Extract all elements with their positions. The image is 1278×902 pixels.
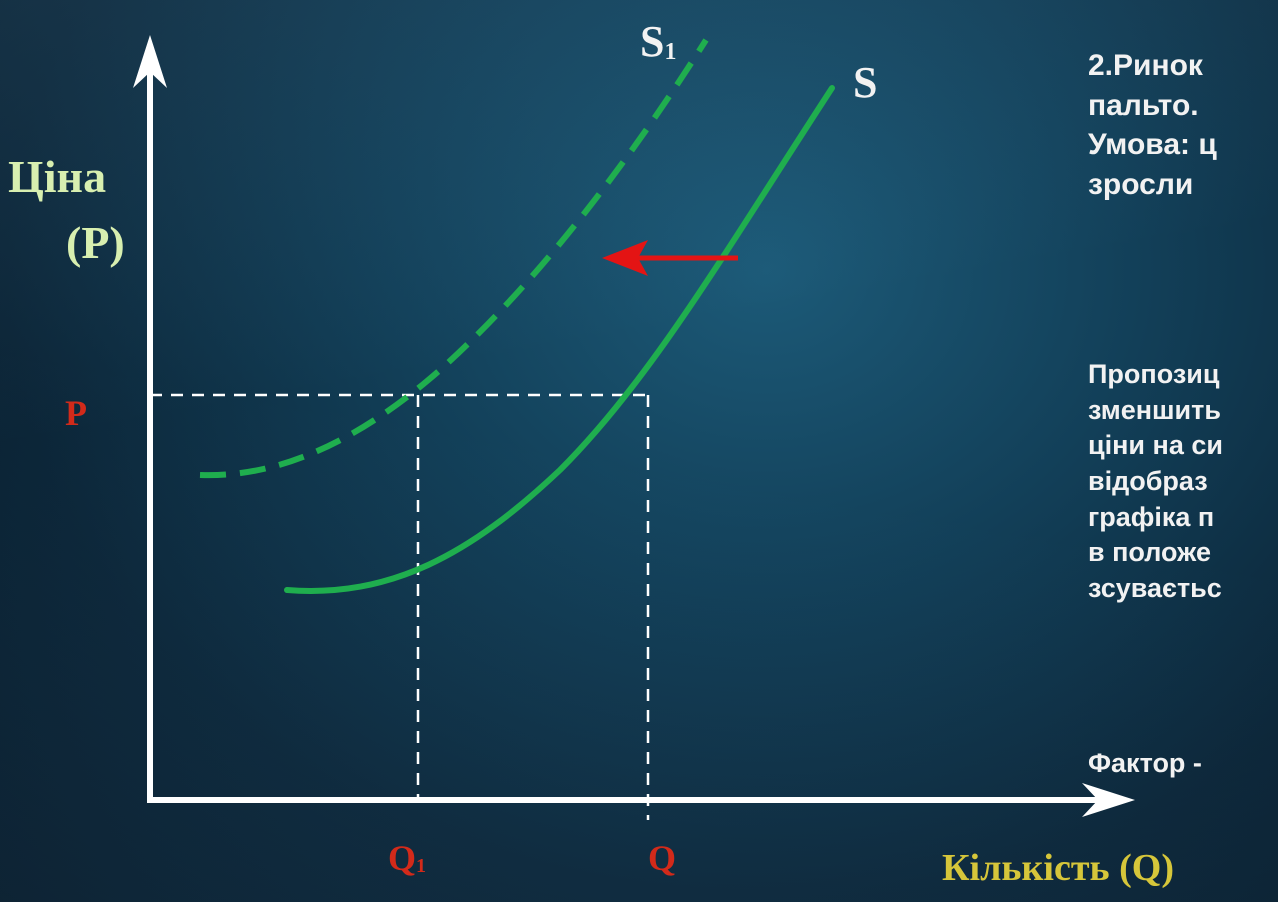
text-line: пальто. [1088, 88, 1199, 122]
text-line: відобраз [1088, 465, 1208, 496]
text-line: зросли [1088, 167, 1194, 201]
text-line: в положе [1088, 537, 1211, 568]
supply-s1-label: S1 [640, 17, 676, 66]
x-axis-label: Кількість (Q) [942, 847, 1174, 889]
supply-s1-subscript: 1 [664, 39, 676, 65]
text-line: Фактор - [1088, 748, 1202, 778]
text-line: зменшить [1088, 394, 1221, 425]
text-line: Пропозиц [1088, 359, 1220, 389]
y-axis-label-line2: (P) [66, 217, 125, 268]
y-axis-label-line1: Ціна [8, 151, 106, 202]
price-marker-label: P [65, 393, 87, 433]
text-line: Умова: ц [1088, 128, 1217, 162]
x-axis-arrow-icon [1082, 783, 1135, 817]
text-line: ціни на си [1088, 430, 1223, 461]
supply-curve-s [284, 85, 835, 594]
condition-text-block: 2.Ринок пальто. Умова: ц зросли [1088, 46, 1278, 204]
y-axis-arrow-icon [133, 35, 167, 88]
q1-marker-subscript: 1 [416, 855, 426, 877]
q-marker-label: Q [648, 838, 676, 878]
supply-s-label: S [853, 58, 877, 107]
supply-curve-s1 [199, 38, 709, 479]
q1-marker-label: Q1 [388, 838, 426, 878]
text-line: графіка п [1088, 501, 1215, 532]
factor-text: Фактор - [1088, 746, 1278, 782]
shift-arrow-head-icon [602, 240, 648, 276]
explanation-text-block: Пропозиц зменшить ціни на си відобраз гр… [1088, 357, 1278, 606]
text-line: зсуваєтьс [1088, 572, 1222, 603]
text-line: 2.Ринок [1088, 49, 1203, 82]
